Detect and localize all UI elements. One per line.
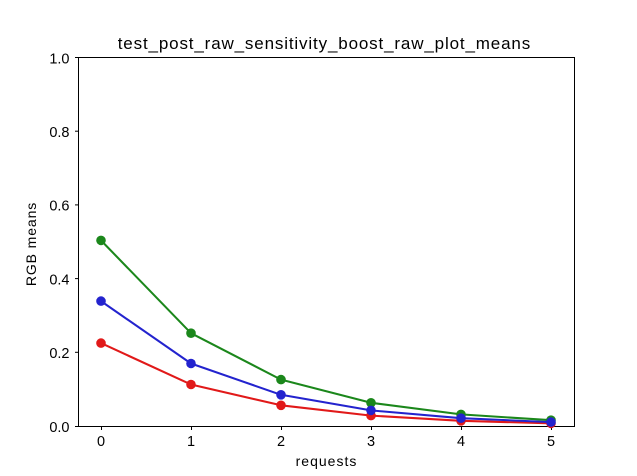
svg-text:1: 1 (187, 434, 195, 450)
svg-text:0.4: 0.4 (49, 272, 69, 288)
svg-text:0.2: 0.2 (49, 346, 69, 362)
svg-text:0.8: 0.8 (49, 125, 69, 141)
svg-text:4: 4 (457, 434, 465, 450)
svg-text:2: 2 (277, 434, 285, 450)
svg-text:5: 5 (547, 434, 555, 450)
svg-text:0: 0 (97, 434, 105, 450)
svg-text:0.6: 0.6 (49, 199, 69, 215)
svg-text:3: 3 (367, 434, 375, 450)
svg-text:requests: requests (296, 453, 358, 469)
svg-text:test_post_raw_sensitivity_boos: test_post_raw_sensitivity_boost_raw_plot… (118, 34, 531, 53)
svg-text:RGB means: RGB means (23, 202, 39, 286)
svg-text:0.0: 0.0 (49, 420, 69, 436)
svg-text:1.0: 1.0 (49, 51, 69, 67)
